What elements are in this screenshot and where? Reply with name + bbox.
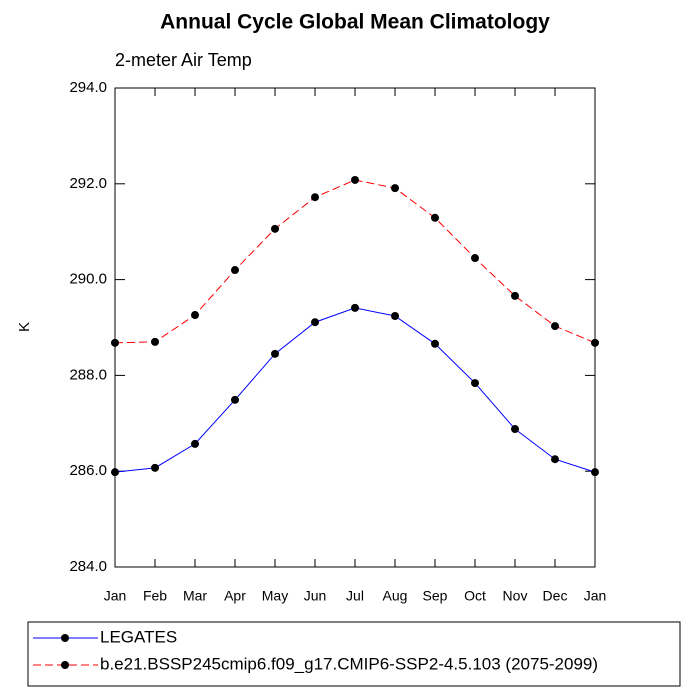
data-point [271,349,279,358]
data-point [271,224,279,233]
x-tick-label: May [262,588,288,604]
x-tick-label: Apr [224,588,246,604]
data-point [111,338,119,347]
x-tick-label: Mar [183,588,207,604]
y-tick-label: 286.0 [69,462,107,479]
x-tick-label: Jun [304,588,327,604]
data-point [191,311,199,320]
data-point [471,254,479,263]
data-point [591,338,599,347]
x-tick-label: Jul [346,588,364,604]
data-point [471,379,479,388]
y-tick-label: 290.0 [69,271,107,288]
data-point [151,463,159,472]
data-point [511,425,519,434]
data-point [431,213,439,222]
y-tick-label: 284.0 [69,558,107,575]
chart-title: Annual Cycle Global Mean Climatology [160,11,550,34]
data-point [551,322,559,331]
x-tick-label: Aug [383,588,408,604]
x-tick-label: Feb [143,588,167,604]
legend-box [27,621,681,687]
x-tick-label: Jan [584,588,607,604]
legend-marker [61,634,69,642]
y-tick-label: 294.0 [69,79,107,96]
x-tick-label: Jan [104,588,127,604]
data-point [231,266,239,275]
data-point [391,312,399,321]
data-point [311,318,319,327]
chart-subtitle: 2-meter Air Temp [115,50,252,70]
data-point [591,468,599,477]
data-point [111,468,119,477]
data-point [431,339,439,348]
plot-frame [114,87,596,568]
legend-label: LEGATES [100,627,177,646]
y-axis-label: K [16,322,33,332]
data-point [551,455,559,464]
data-point [151,337,159,346]
data-point [351,175,359,184]
legend-label: b.e21.BSSP245cmip6.f09_g17.CMIP6-SSP2-4.… [100,654,598,673]
x-tick-label: Nov [503,588,528,604]
data-point [311,193,319,202]
data-point [391,184,399,193]
data-point [511,291,519,300]
x-tick-label: Dec [543,588,568,604]
data-point [351,303,359,312]
legend-marker [61,661,69,669]
y-tick-label: 288.0 [69,366,107,383]
x-tick-label: Oct [464,588,486,604]
y-tick-label: 292.0 [69,175,107,192]
x-tick-label: Sep [423,588,448,604]
series-line [114,307,596,473]
data-point [231,395,239,404]
series-line [114,179,596,344]
data-point [191,439,199,448]
